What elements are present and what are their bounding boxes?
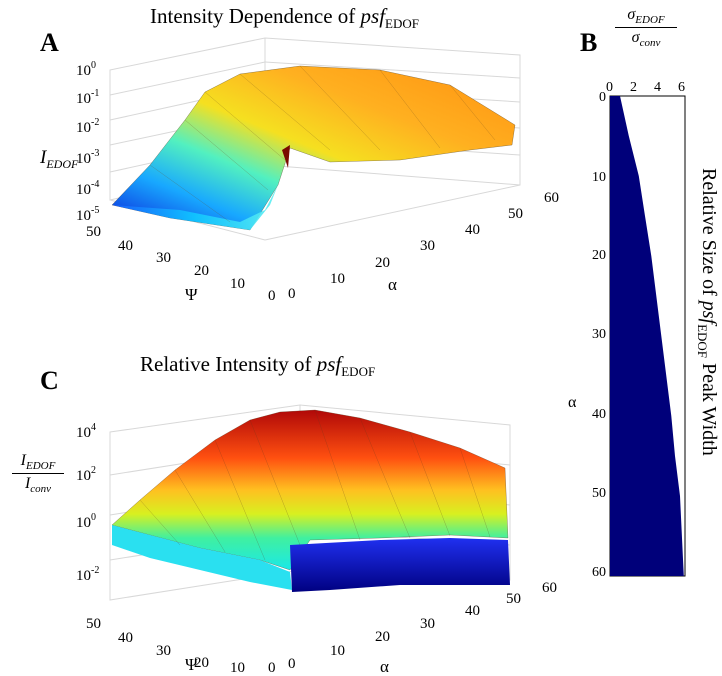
panel-c-psi-ticks: 50 40 30 20 10 0 xyxy=(86,616,276,676)
panel-c-alpha-ticks: 0 10 20 30 40 50 60 xyxy=(288,580,557,672)
panel-a-z-tick-3: 10-3 xyxy=(76,148,99,167)
panel-a-z-ticks: 100 10-1 10-2 10-3 10-4 10-5 xyxy=(76,60,99,224)
panel-c-alpha-label: α xyxy=(380,657,389,676)
panel-b-y-ticks: 0 10 20 30 40 50 60 xyxy=(592,90,606,580)
panel-c-alpha-tick: 10 xyxy=(330,643,345,659)
panel-c-letter: C xyxy=(40,366,59,395)
panel-c-title-italic: psf xyxy=(316,352,342,376)
panel-c-psi-tick: 10 xyxy=(230,660,245,676)
panel-a-title: Intensity Dependence of psfEDOF xyxy=(150,4,419,32)
panel-c-z-tick-2: 100 xyxy=(76,512,96,531)
panel-a-letter: A xyxy=(40,28,59,57)
panel-a-alpha-label: α xyxy=(388,275,397,294)
panel-a-psi-tick: 50 xyxy=(86,224,101,240)
panel-c-z-tick-3: 10-2 xyxy=(76,565,99,584)
panel-a-alpha-ticks: 0 10 20 30 40 50 60 xyxy=(288,190,559,302)
panel-b-side-title: Relative Size of psfEDOF Peak Width xyxy=(695,168,720,456)
panel-c-front-cyan xyxy=(112,525,292,590)
panel-c-z-tick-1: 102 xyxy=(76,465,96,484)
panel-b-y-tick: 20 xyxy=(592,248,606,263)
panel-a-dark-notch xyxy=(282,145,290,168)
panel-c-title-sub: EDOF xyxy=(341,364,376,380)
panel-b-x-ticks: 0 2 4 6 xyxy=(606,80,685,95)
panel-a-alpha-tick: 40 xyxy=(465,222,480,238)
panel-a-alpha-tick: 10 xyxy=(330,271,345,287)
panel-a-psi-tick: 30 xyxy=(156,250,171,266)
panel-c-alpha-tick: 60 xyxy=(542,580,557,596)
panel-c-title-prefix: Relative Intensity of xyxy=(140,352,317,376)
panel-a-psi-ticks: 50 40 30 20 10 0 xyxy=(86,224,276,304)
panel-a-z-tick-2: 10-2 xyxy=(76,117,99,136)
panel-b-area xyxy=(610,96,684,576)
panel-a-psi-tick: 20 xyxy=(194,263,209,279)
panel-a-z-tick-4: 10-4 xyxy=(76,179,99,198)
panel-c-zlabel: IEDOF Iconv xyxy=(12,452,64,495)
panel-b-x-tick: 6 xyxy=(678,80,685,95)
panel-c-psi-tick: 0 xyxy=(268,660,276,676)
panel-b-x-tick: 0 xyxy=(606,80,613,95)
panel-b-x-tick: 2 xyxy=(630,80,637,95)
panel-c-psi-tick: 30 xyxy=(156,643,171,659)
panel-c-alpha-tick: 40 xyxy=(465,603,480,619)
panel-a-title-prefix: Intensity Dependence of xyxy=(150,4,361,28)
panel-a-psi-tick: 10 xyxy=(230,276,245,292)
panel-c-alpha-tick: 0 xyxy=(288,656,296,672)
panel-a-mesh xyxy=(149,65,496,223)
panel-b-xlabel: σEDOF σconv xyxy=(615,6,677,49)
panel-c-zlabel-den: Iconv xyxy=(24,475,52,496)
panel-a-z-tick-0: 100 xyxy=(76,60,96,79)
panel-a-alpha-tick: 30 xyxy=(420,238,435,254)
panel-a-surface-top xyxy=(111,65,516,231)
panel-a-psi-tick: 0 xyxy=(268,288,276,304)
panel-c-z-ticks: 104 102 100 10-2 xyxy=(76,422,99,584)
panel-c-psi-tick: 20 xyxy=(194,655,209,671)
panel-c-surface-top xyxy=(111,409,509,571)
panel-c-alpha-tick: 50 xyxy=(506,591,521,607)
panel-a-zlabel: IEDOF xyxy=(39,147,79,171)
panel-a-psi-tick: 40 xyxy=(118,238,133,254)
panel-a-alpha-tick: 60 xyxy=(544,190,559,206)
panel-c-alpha-tick: 20 xyxy=(375,629,390,645)
panel-b-x-tick: 4 xyxy=(654,80,661,95)
panel-b-y-tick: 10 xyxy=(592,170,606,185)
panel-b-y-tick: 50 xyxy=(592,486,606,501)
panel-a-title-sub: EDOF xyxy=(385,16,419,32)
panel-a-z-tick-5: 10-5 xyxy=(76,205,99,224)
panel-a-surface-front xyxy=(112,185,278,230)
panel-c-blue-region xyxy=(290,538,510,592)
panel-a-title-italic: psf xyxy=(360,4,386,28)
panel-c-psi-tick: 50 xyxy=(86,616,101,632)
panel-c-psi-label: Ψ xyxy=(185,655,198,674)
panel-b-y-tick: 60 xyxy=(592,565,606,580)
panel-b-ylabel: α xyxy=(568,394,577,411)
panel-b-xlabel-den: σconv xyxy=(631,29,661,50)
panel-a-psi-label: Ψ xyxy=(185,285,198,304)
panel-c-alpha-tick: 30 xyxy=(420,616,435,632)
panel-c-mesh xyxy=(139,409,491,561)
panel-b-xlabel-num: σEDOF xyxy=(615,6,677,29)
panel-b-y-tick: 40 xyxy=(592,407,606,422)
panel-b-y-tick: 30 xyxy=(592,327,606,342)
panel-a-alpha-tick: 50 xyxy=(508,206,523,222)
panel-a-z-tick-1: 10-1 xyxy=(76,88,99,107)
panel-c-title: Relative Intensity of psfEDOF xyxy=(140,352,375,380)
panel-a-alpha-tick: 20 xyxy=(375,255,390,271)
panel-c-z-tick-0: 104 xyxy=(76,422,96,441)
panel-b-letter: B xyxy=(580,28,598,57)
panel-c-zlabel-num: IEDOF xyxy=(12,452,64,475)
panel-b-y-tick: 0 xyxy=(599,90,606,105)
panel-c-psi-tick: 40 xyxy=(118,630,133,646)
panel-a-alpha-tick: 0 xyxy=(288,286,296,302)
